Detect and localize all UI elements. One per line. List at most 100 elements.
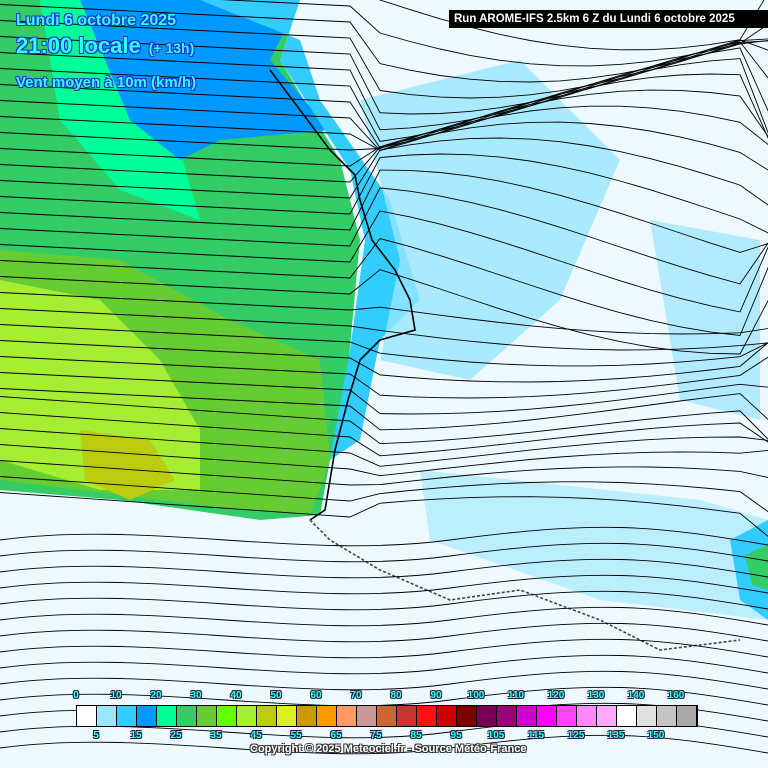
- streamline: [0, 169, 768, 253]
- legend-swatch: [657, 706, 677, 726]
- streamline: [0, 238, 768, 336]
- streamline: [0, 574, 768, 595]
- streamline: [0, 388, 768, 431]
- legend-swatch: [457, 706, 477, 726]
- streamline: [0, 340, 768, 383]
- legend-swatch: [77, 706, 97, 726]
- coastline: [269, 69, 741, 651]
- streamline: [0, 324, 768, 367]
- streamline: [0, 47, 768, 149]
- legend-swatch: [637, 706, 657, 726]
- legend-swatch: [517, 706, 537, 726]
- legend-label: 125: [567, 730, 585, 741]
- local-time: 21:00 locale: [16, 33, 141, 58]
- legend-label: 55: [290, 730, 302, 741]
- streamline: [0, 590, 768, 611]
- streamline: [0, 269, 768, 355]
- legend-label: 95: [450, 730, 462, 741]
- legend-swatch: [117, 706, 137, 726]
- legend-swatch: [317, 706, 337, 726]
- streamline: [0, 654, 768, 675]
- streamline: [0, 542, 768, 563]
- legend-label: 45: [250, 730, 262, 741]
- forecast-time: 21:00 locale (+ 13h): [16, 33, 194, 59]
- legend-label: 35: [210, 730, 222, 741]
- legend-swatch: [137, 706, 157, 726]
- streamline: [0, 308, 768, 351]
- wind-field: [0, 0, 768, 620]
- legend-label: 5: [93, 730, 99, 741]
- legend-label: 50: [270, 690, 282, 701]
- legend-label: 150: [647, 730, 665, 741]
- legend-swatch: [197, 706, 217, 726]
- legend-swatch: [277, 706, 297, 726]
- legend-swatch: [497, 706, 517, 726]
- legend-label: 80: [390, 690, 402, 701]
- legend-swatch: [297, 706, 317, 726]
- legend-swatch: [237, 706, 257, 726]
- streamline: [220, 0, 768, 67]
- legend-swatch: [477, 706, 497, 726]
- legend-label: 20: [150, 690, 162, 701]
- streamline: [0, 526, 768, 547]
- legend-swatch: [97, 706, 117, 726]
- streamline: [0, 187, 768, 285]
- streamline: [0, 121, 768, 183]
- streamline: [0, 39, 768, 131]
- streamline: [0, 670, 768, 691]
- legend-swatch: [337, 706, 357, 726]
- legend-swatch: [157, 706, 177, 726]
- streamline: [0, 606, 768, 627]
- streamline: [0, 153, 768, 234]
- legend-label: 15: [130, 730, 142, 741]
- legend-label: 60: [310, 690, 322, 701]
- streamline: [0, 372, 768, 415]
- streamline: [0, 686, 768, 707]
- streamline: [0, 89, 768, 151]
- legend-label: 100: [467, 690, 485, 701]
- legend-label: 65: [330, 730, 342, 741]
- streamline: [0, 734, 768, 755]
- legend-swatch: [677, 706, 697, 726]
- streamline: [0, 622, 768, 643]
- streamline: [0, 638, 768, 659]
- legend-swatch: [257, 706, 277, 726]
- forecast-date: Lundi 6 octobre 2025: [16, 12, 177, 29]
- legend-swatch: [577, 706, 597, 726]
- legend-label: 0: [73, 690, 79, 701]
- streamline: [378, 0, 765, 51]
- legend-swatch: [377, 706, 397, 726]
- legend-label: 135: [607, 730, 625, 741]
- legend-label: 75: [370, 730, 382, 741]
- streamline: [0, 412, 768, 457]
- legend-swatch: [357, 706, 377, 726]
- streamline: [0, 396, 768, 445]
- legend-label: 90: [430, 690, 442, 701]
- streamline: [0, 36, 768, 115]
- legend-swatch: [437, 706, 457, 726]
- legend-label: 120: [547, 690, 565, 701]
- legend-label: 70: [350, 690, 362, 701]
- copyright: Copyright © 2025 Meteociel.fr - Source M…: [250, 743, 527, 755]
- legend-swatch: [397, 706, 417, 726]
- streamline: [0, 137, 768, 206]
- legend-label: 85: [410, 730, 422, 741]
- legend-label: 130: [587, 690, 605, 701]
- streamline: [0, 428, 768, 467]
- streamline: [0, 292, 768, 335]
- legend-label: 25: [170, 730, 182, 741]
- legend-label: 110: [507, 690, 525, 701]
- streamline: [0, 444, 768, 477]
- streamline: [0, 492, 768, 537]
- legend-label: 105: [487, 730, 505, 741]
- streamline: [0, 476, 768, 513]
- lead-time: (+ 13h): [148, 40, 195, 56]
- legend-label: 40: [230, 690, 242, 701]
- streamline: [0, 356, 768, 399]
- legend-label: 30: [190, 690, 202, 701]
- streamline: [0, 460, 768, 486]
- run-info: Run AROME-IFS 2.5km 6 Z du Lundi 6 octob…: [449, 10, 768, 28]
- legend-swatch: [617, 706, 637, 726]
